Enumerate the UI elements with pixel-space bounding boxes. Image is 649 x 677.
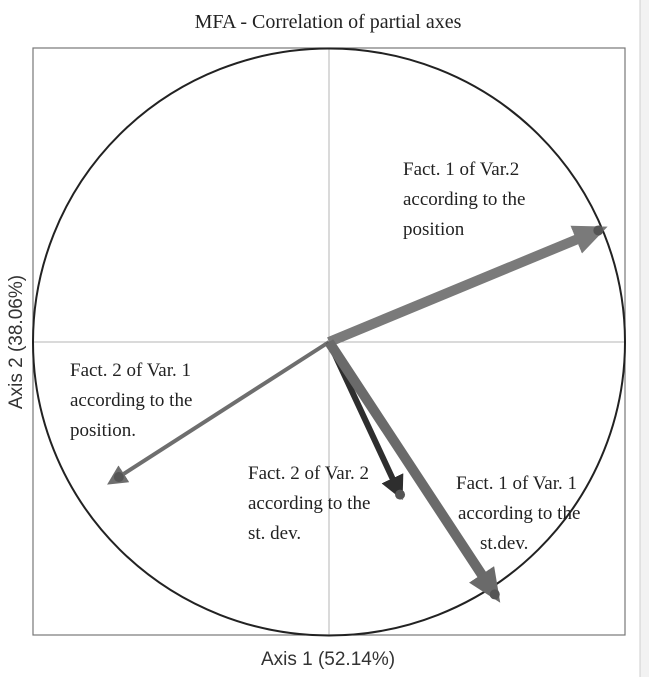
- vector-fact1-var1-stdev-label-line: st.dev.: [480, 533, 528, 554]
- unit-circle: [32, 47, 626, 637]
- vector-fact2-var2-stdev-label: Fact. 2 of Var. 2 according to the st. dev…: [248, 463, 370, 544]
- vector-fact1-var1-stdev-label-line: Fact. 1 of Var. 1: [456, 473, 577, 494]
- vector-fact2-var1-position-label: Fact. 2 of Var. 1 according to the positio…: [70, 360, 192, 441]
- vector-fact2-var2-stdev-label-line: Fact. 2 of Var. 2: [248, 463, 369, 484]
- x-axis-label: Axis 1 (52.14%): [261, 649, 395, 670]
- vector-fact1-var2-position: [327, 225, 608, 347]
- vector-fact2-var2-stdev-label-line: according to the: [248, 493, 370, 514]
- vector-fact1-var2-position-label-line: Fact. 1 of Var.2: [403, 159, 519, 180]
- vector-fact2-var1-position-label-line: according to the: [70, 390, 192, 411]
- vector-fact2-var2-stdev-label-line: st. dev.: [248, 523, 301, 544]
- vector-fact2-var1-position-label-line: position.: [70, 420, 136, 441]
- vector-fact2-var2-stdev-endpoint: [395, 489, 406, 500]
- vector-fact2-var1-position-endpoint: [113, 472, 124, 483]
- vector-fact1-var2-position-label-line: according to the: [403, 189, 525, 210]
- vector-fact1-var1-stdev-endpoint: [489, 589, 500, 600]
- vector-fact2-var1-position-label-line: Fact. 2 of Var. 1: [70, 360, 191, 381]
- vector-fact1-var2-position-label-line: position: [403, 219, 465, 240]
- vector-fact1-var1-stdev: [324, 339, 501, 603]
- vector-fact1-var1-stdev-label: Fact. 1 of Var. 1 according to the st.dev.: [456, 473, 580, 554]
- vector-fact1-var1-stdev-label-line: according to the: [458, 503, 580, 524]
- vectors-layer: [107, 225, 608, 603]
- vector-fact2-var1-position: [107, 340, 331, 485]
- labels-layer: Fact. 1 of Var.2 according to the position…: [70, 159, 580, 554]
- y-axis-label: Axis 2 (38.06%): [6, 275, 27, 409]
- vector-fact1-var2-position-endpoint: [593, 225, 604, 236]
- right-margin-strip: [640, 0, 649, 677]
- vector-fact1-var2-position-label: Fact. 1 of Var.2 according to the position: [403, 159, 525, 240]
- chart-title: MFA - Correlation of partial axes: [195, 11, 462, 33]
